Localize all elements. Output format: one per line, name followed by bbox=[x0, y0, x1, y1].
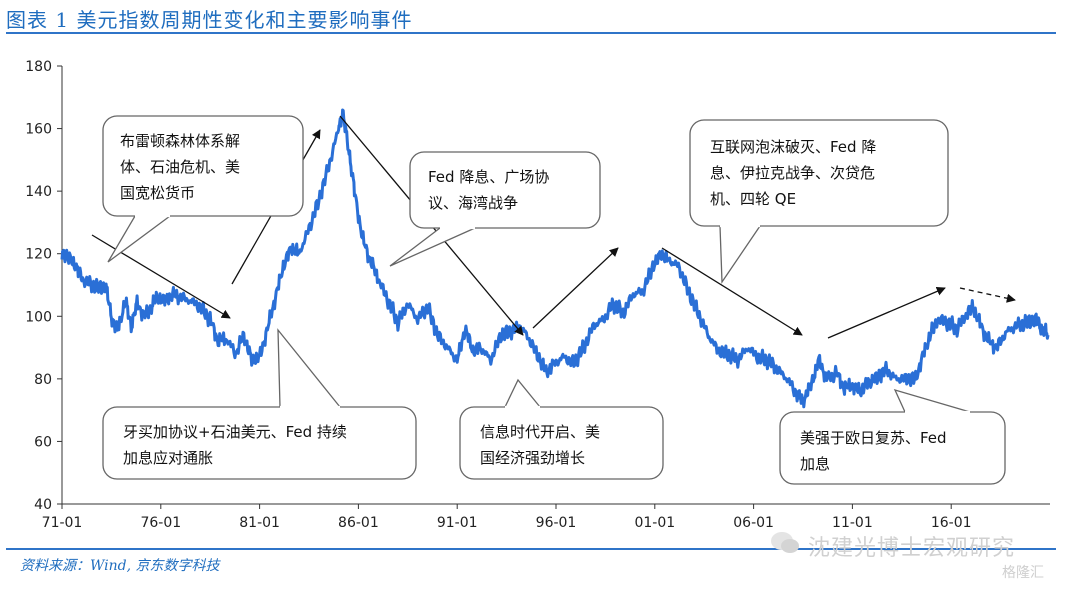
x-tick-label: 76-01 bbox=[140, 515, 181, 531]
x-tick-label: 01-01 bbox=[634, 515, 675, 531]
chart-title: 图表 1 美元指数周期性变化和主要影响事件 bbox=[6, 8, 413, 32]
trend-arrow bbox=[959, 287, 1016, 303]
callout-text-line: 议、海湾战争 bbox=[428, 194, 518, 212]
trend-arrow bbox=[661, 247, 803, 336]
source-note: 资料来源：Wind, 京东数字科技 bbox=[20, 558, 220, 574]
callout-box: 美强于欧日复苏、Fed 加息 bbox=[779, 388, 1006, 485]
callout-frame bbox=[459, 406, 664, 480]
y-tick-label: 180 bbox=[25, 59, 52, 75]
callout-frame bbox=[409, 151, 601, 229]
wechat-icon bbox=[771, 532, 799, 553]
callout-pointer bbox=[277, 328, 341, 408]
callout-text-line: 布雷顿森林体系解 bbox=[120, 132, 240, 150]
x-tick-label: 06-01 bbox=[733, 515, 774, 531]
x-tick-label: 96-01 bbox=[536, 515, 577, 531]
trend-arrow bbox=[91, 234, 231, 319]
y-tick-label: 120 bbox=[25, 247, 52, 263]
callout-frame bbox=[102, 115, 304, 217]
callout-frame bbox=[689, 119, 949, 227]
y-tick-label: 160 bbox=[25, 122, 52, 138]
y-tick-label: 60 bbox=[34, 434, 52, 450]
callout-text-line: Fed 降息、广场协 bbox=[428, 168, 549, 186]
callout-text-line: 信息时代开启、美 bbox=[480, 423, 600, 441]
callout-pointer bbox=[107, 215, 171, 263]
y-tick-label: 80 bbox=[34, 372, 52, 388]
x-tick-label: 71-01 bbox=[42, 515, 83, 531]
callout-pointer bbox=[719, 225, 761, 285]
y-tick-label: 100 bbox=[25, 309, 52, 325]
callout-pointer bbox=[893, 388, 971, 413]
y-tick-label: 40 bbox=[34, 497, 52, 513]
callout-text-line: 国经济强劲增长 bbox=[480, 449, 585, 467]
callout-text-line: 国宽松货币 bbox=[120, 184, 195, 202]
top-rule bbox=[6, 32, 1056, 34]
watermark-text: 沈建光博士宏观研究 bbox=[808, 536, 1016, 561]
x-tick-label: 11-01 bbox=[832, 515, 873, 531]
callout-pointer bbox=[389, 227, 476, 267]
callout-text-line: 牙买加协议+石油美元、Fed 持续 bbox=[123, 423, 347, 441]
callout-text-line: 息、伊拉克战争、次贷危 bbox=[710, 164, 875, 182]
callout-pointer bbox=[504, 378, 541, 408]
callout-frame bbox=[102, 406, 417, 480]
bottom-rule bbox=[6, 548, 1056, 550]
callout-text-line: 美强于欧日复苏、Fed bbox=[800, 429, 947, 447]
callout-text-line: 机、四轮 QE bbox=[710, 190, 796, 208]
callout-frame bbox=[779, 411, 1006, 485]
callout-text-line: 体、石油危机、美 bbox=[120, 158, 240, 176]
callout-text-line: 加息应对通胀 bbox=[123, 449, 213, 467]
callout-text-line: 加息 bbox=[800, 455, 830, 473]
y-tick-label: 140 bbox=[25, 184, 52, 200]
usd-index-line bbox=[60, 108, 1050, 409]
callout-text-line: 互联网泡沫破灭、Fed 降 bbox=[710, 138, 876, 156]
chart-axes: 40 60 80 100 120 140 160 180 71-01 76-01 81-01 86-0… bbox=[25, 59, 1050, 531]
trend-arrow bbox=[827, 287, 946, 339]
x-tick-label: 81-01 bbox=[239, 515, 280, 531]
chart-series bbox=[60, 108, 1050, 409]
x-tick-label: 16-01 bbox=[931, 515, 972, 531]
watermark-badge: 格隆汇 bbox=[1002, 565, 1044, 581]
x-tick-label: 91-01 bbox=[437, 515, 478, 531]
trend-arrow bbox=[532, 247, 619, 329]
x-tick-label: 86-01 bbox=[338, 515, 379, 531]
